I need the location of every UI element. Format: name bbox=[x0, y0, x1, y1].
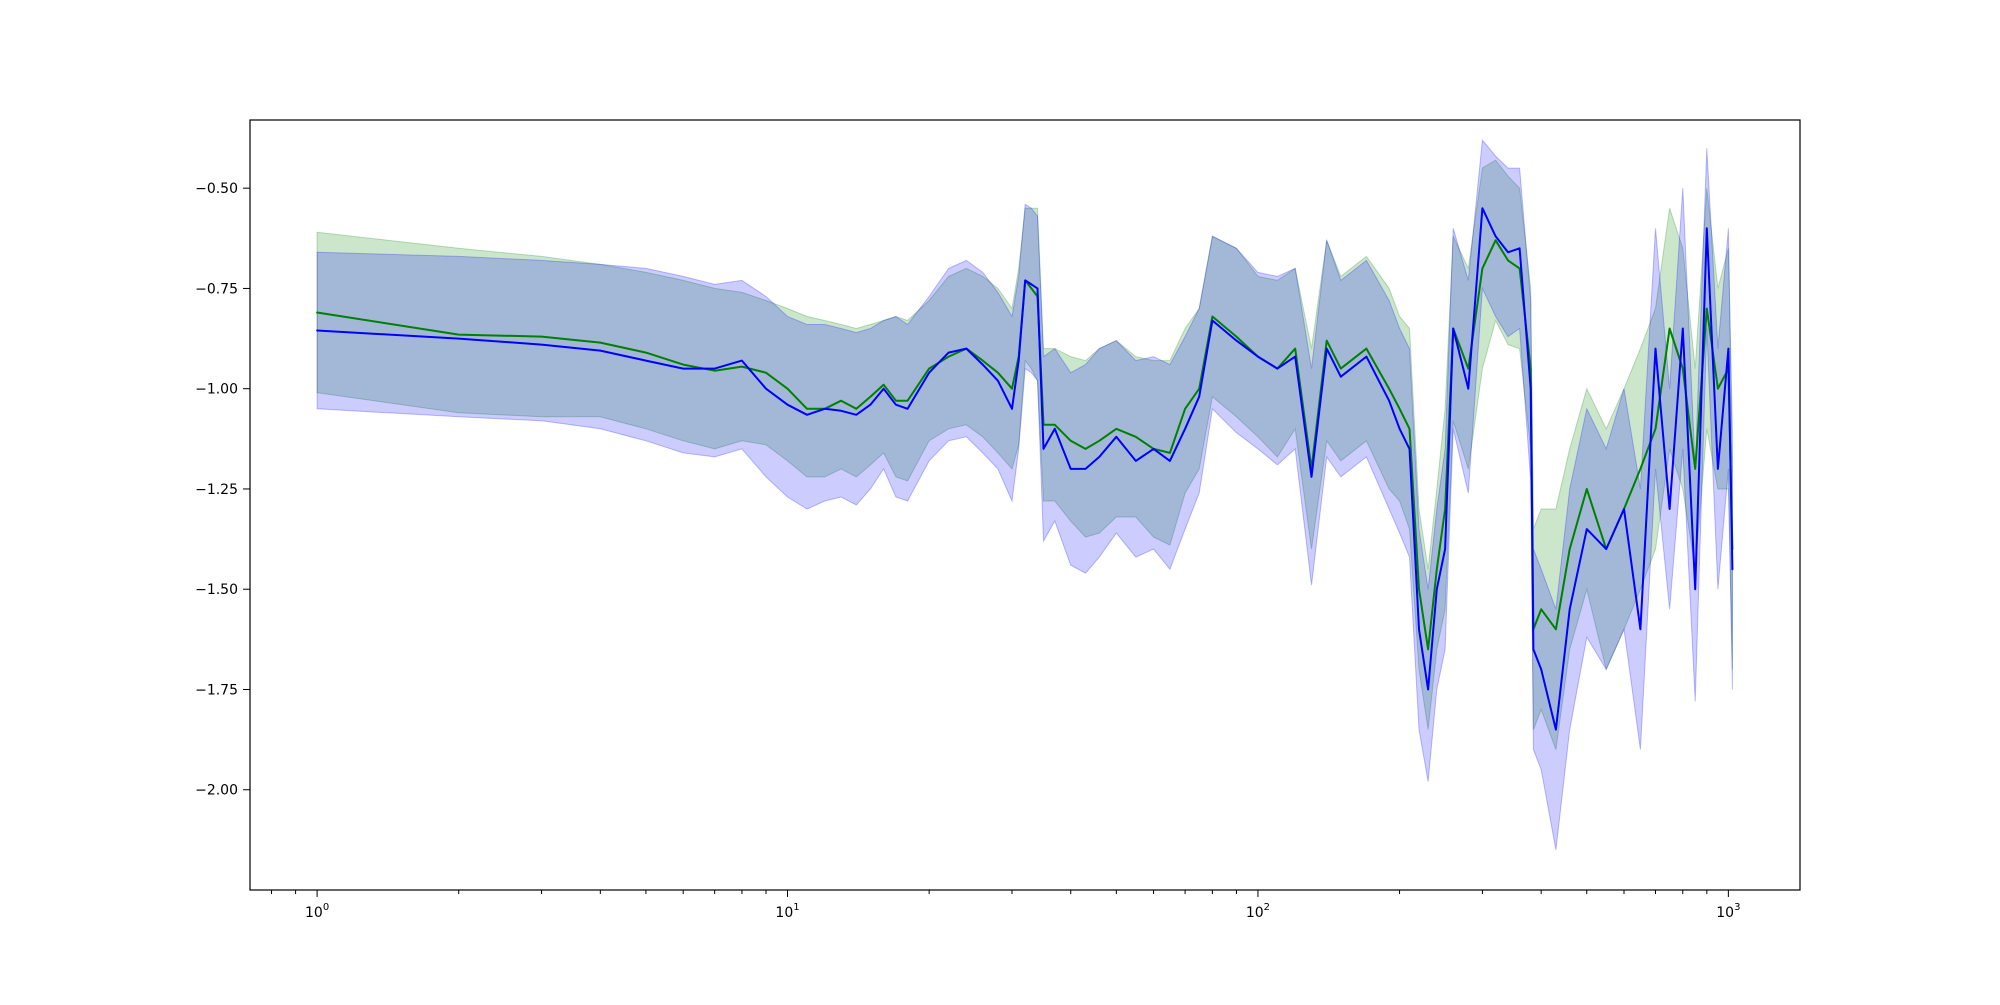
y-tick-label: −1.25 bbox=[195, 482, 238, 498]
confidence-band-2 bbox=[316, 138, 1733, 850]
y-tick-label: −0.75 bbox=[195, 281, 238, 297]
confidence-bands bbox=[316, 138, 1733, 850]
y-tick-label: −0.50 bbox=[195, 181, 238, 197]
x-tick-label: 102 bbox=[1246, 902, 1270, 921]
x-tick-label: 103 bbox=[1716, 902, 1740, 921]
y-tick-label: −1.75 bbox=[195, 682, 238, 698]
y-axis: −0.50 −0.75 −1.00 −1.25 −1.50 −1.75 −2.00 bbox=[195, 181, 250, 799]
plot-area-frame bbox=[249, 119, 1801, 891]
x-tick-label: 101 bbox=[775, 902, 799, 921]
confidence-band-1 bbox=[316, 159, 1733, 750]
y-tick-label: −2.00 bbox=[195, 783, 238, 799]
series-line-1 bbox=[316, 239, 1734, 651]
series-lines bbox=[316, 207, 1734, 731]
x-axis: 100 101 102 103 bbox=[271, 890, 1740, 921]
y-tick-label: −1.00 bbox=[195, 382, 238, 398]
x-tick-label: 100 bbox=[305, 902, 329, 921]
y-tick-label: −1.50 bbox=[195, 582, 238, 598]
series-line-2 bbox=[316, 207, 1734, 731]
